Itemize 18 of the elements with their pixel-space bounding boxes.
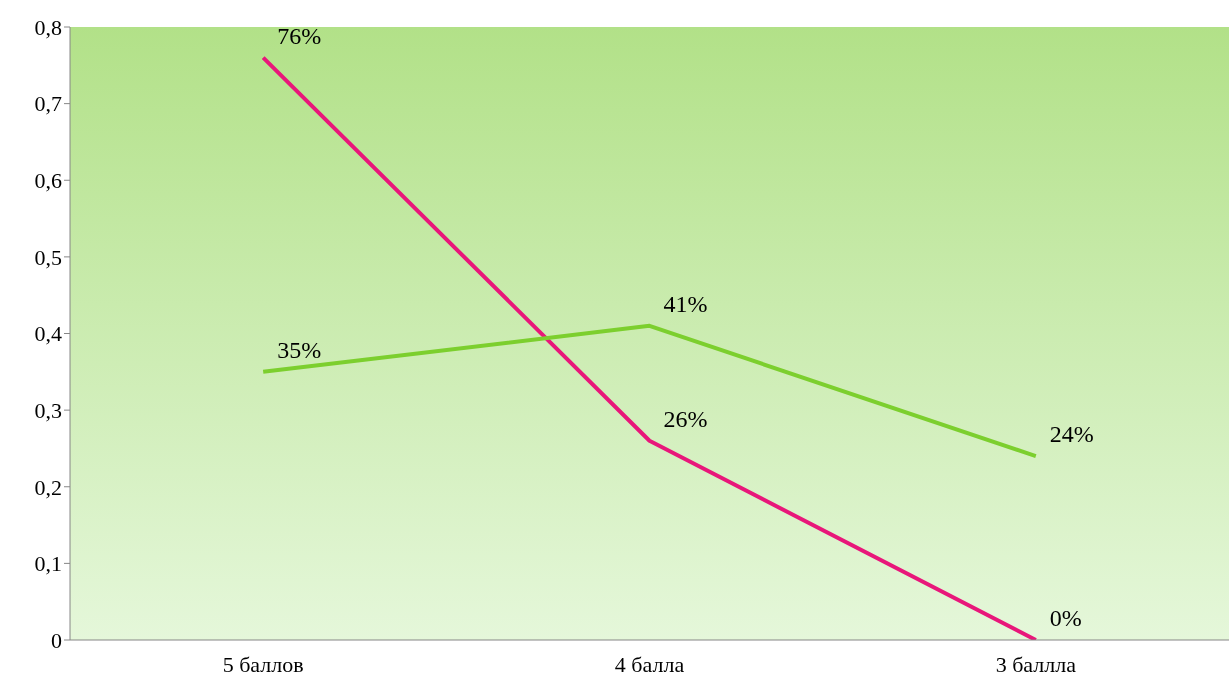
data-label: 76% [277, 22, 322, 49]
data-label: 26% [663, 405, 708, 432]
y-tick-label: 0,1 [34, 551, 62, 577]
y-tick-label: 0,6 [34, 168, 62, 194]
x-tick-label: 4 балла [614, 651, 685, 677]
x-tick-label: 3 баллла [995, 651, 1077, 677]
y-tick-label: 0,5 [34, 244, 62, 270]
y-tick-label: 0,7 [34, 91, 62, 117]
x-tick-label: 5 баллов [222, 651, 304, 677]
y-tick-label: 0,8 [34, 14, 62, 40]
data-label: 0% [1049, 605, 1082, 631]
y-tick-label: 0 [51, 627, 62, 653]
data-label: 35% [277, 336, 322, 363]
data-label: 24% [1049, 421, 1094, 448]
y-tick-label: 0,4 [34, 321, 62, 347]
y-tick-label: 0,2 [34, 474, 62, 500]
y-tick-label: 0,3 [34, 397, 62, 423]
data-label: 41% [663, 290, 708, 317]
